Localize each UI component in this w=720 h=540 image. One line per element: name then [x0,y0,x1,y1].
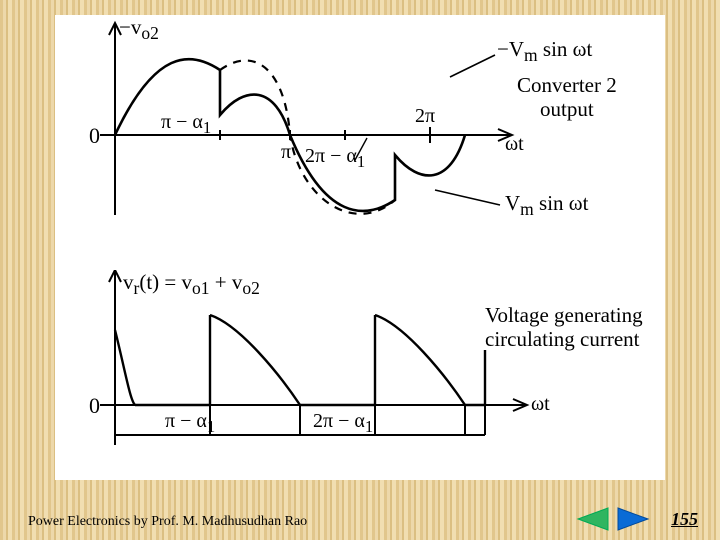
ylabel-top: −vo2 [119,15,159,44]
tick-2pi-minus-alpha-top: 2π − α1 [305,145,365,172]
xaxis-label-top: ωt [505,133,524,156]
tick-pi-top: π [281,141,291,164]
page-number: 155 [671,509,698,530]
prev-slide-button[interactable] [576,506,610,532]
bottom-plot [55,270,665,480]
tick-2pi-top: 2π [415,105,435,128]
slide: −vo2 0 ωt π − α1 π 2π − α1 2π −Vm sin ωt… [0,0,720,540]
zero-label-top: 0 [89,123,100,149]
figure-area: −vo2 0 ωt π − α1 π 2π − α1 2π −Vm sin ωt… [55,15,665,480]
footer: Power Electronics by Prof. M. Madhusudha… [0,500,720,540]
next-slide-button[interactable] [616,506,650,532]
tick-pi-minus-alpha-top: π − α1 [161,111,211,138]
zero-label-bottom: 0 [89,393,100,419]
voltage-gen-label: Voltage generating circulating current [485,303,643,351]
nav-buttons [576,506,650,532]
converter2-label: Converter 2 output [517,73,617,121]
vm-sin-label: Vm sin ωt [505,191,588,220]
footer-text: Power Electronics by Prof. M. Madhusudha… [28,514,307,530]
neg-vm-sin-label: −Vm sin ωt [497,37,592,66]
tick-pi-minus-alpha-bottom: π − α1 [165,410,215,437]
xaxis-label-bottom: ωt [531,393,550,416]
tick-2pi-minus-alpha-bottom: 2π − α1 [313,410,373,437]
vr-equation: vr(t) = vo1 + vo2 [123,270,260,299]
